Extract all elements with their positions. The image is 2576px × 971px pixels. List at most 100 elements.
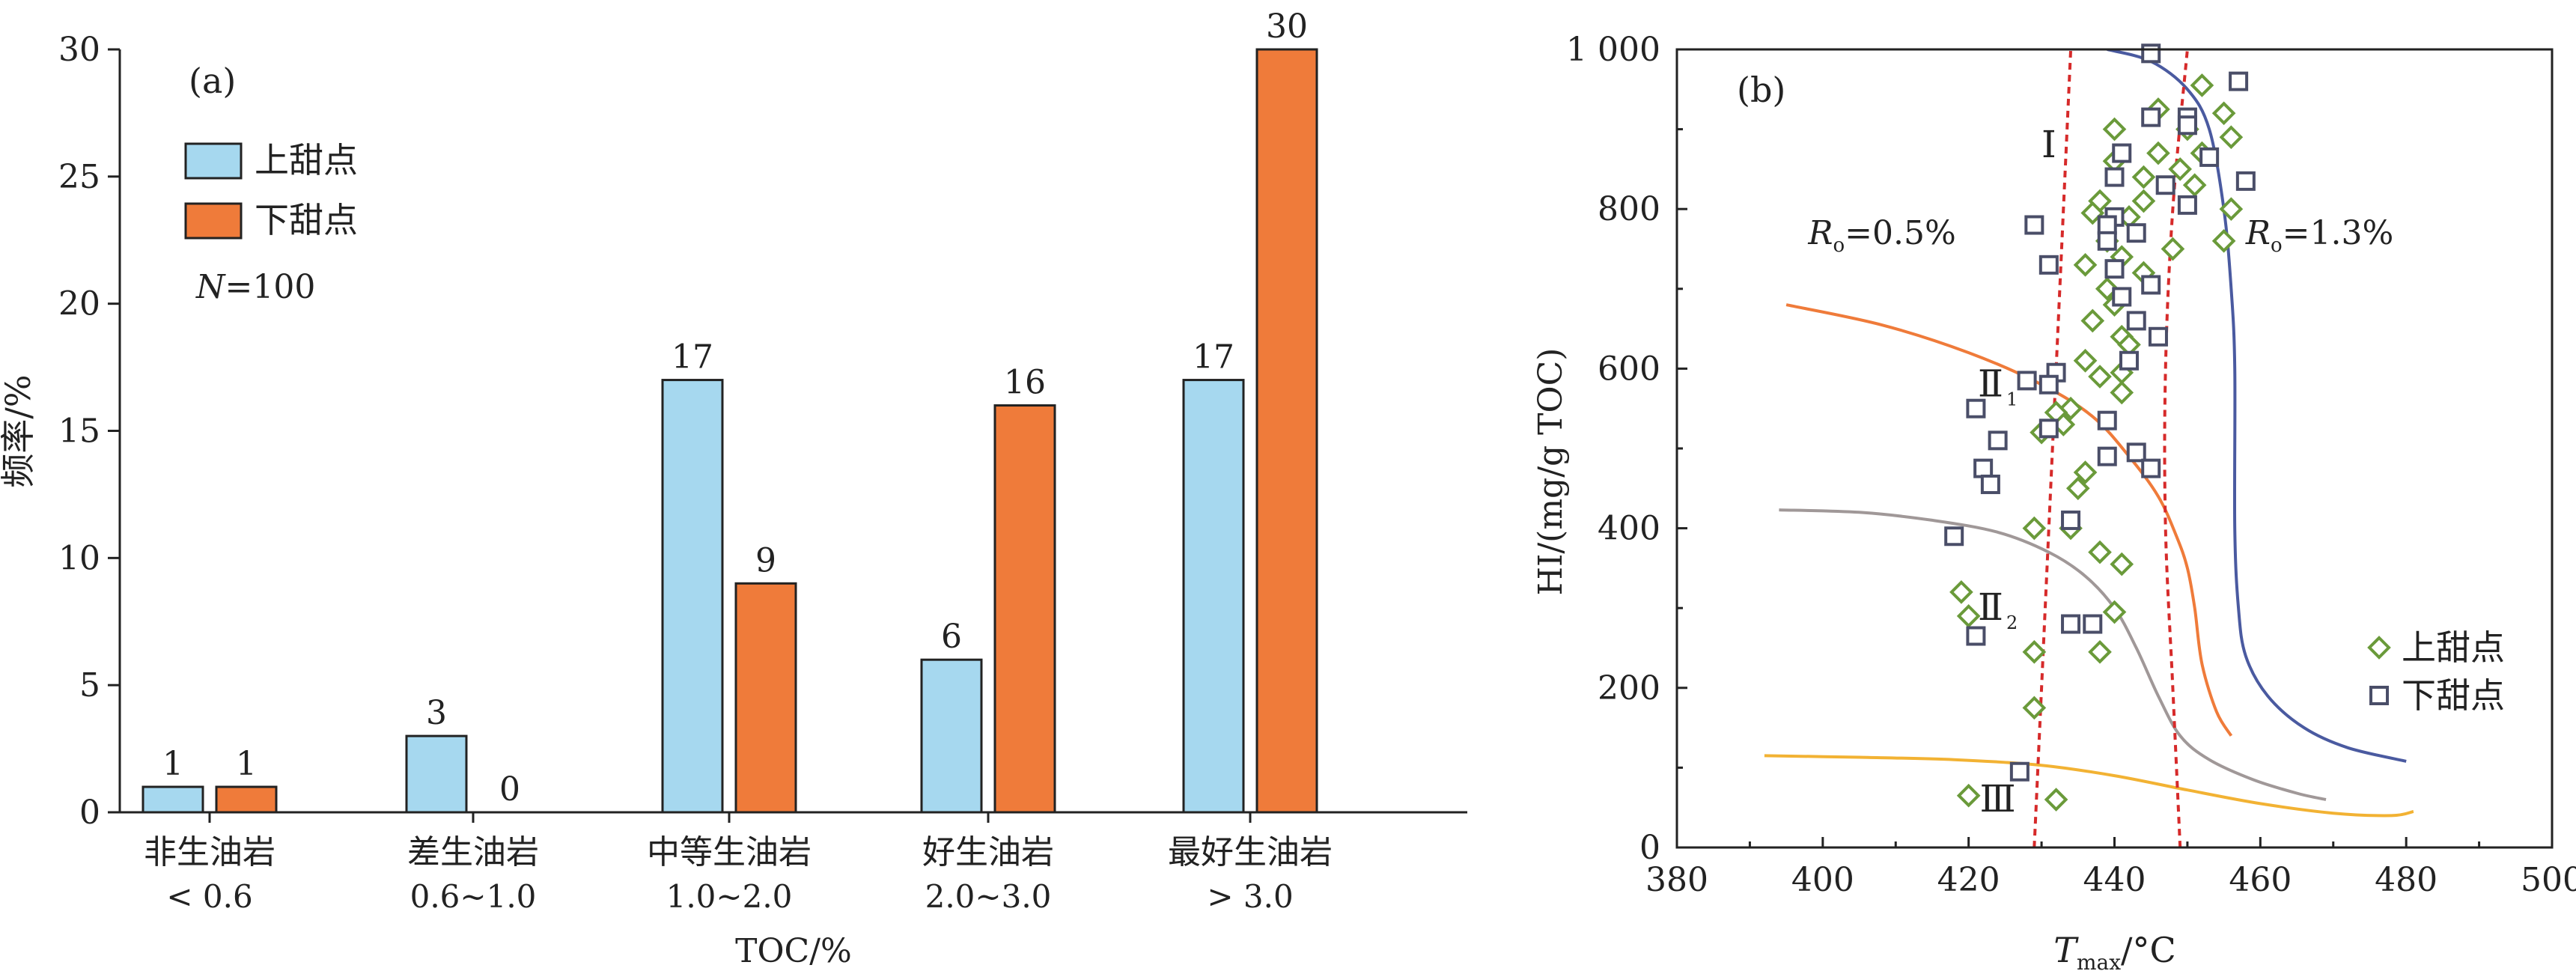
- legend-label-upper: 上甜点: [2402, 627, 2505, 668]
- bar-value-label: 0: [499, 770, 520, 809]
- bar-value-label: 9: [755, 541, 776, 579]
- lower-sweetspot-point: [2126, 223, 2146, 243]
- upper-sweetspot-point: [2073, 252, 2098, 277]
- y-tick-label: 600: [1598, 350, 1660, 388]
- y-tick-label: 0: [1639, 829, 1660, 867]
- x-tick-label: 400: [1791, 861, 1854, 899]
- category-range: 1.0~2.0: [666, 878, 793, 915]
- upper-sweetspot-point: [2073, 348, 2098, 373]
- lower-sweetspot-point: [2126, 442, 2146, 463]
- bar-value-label: 16: [1004, 364, 1046, 402]
- y-tick-label: 10: [58, 539, 100, 577]
- lower-sweetspot-point: [2061, 614, 2081, 634]
- bar-lower-3: [734, 582, 797, 814]
- panel-b-type-curves: [1764, 49, 2414, 818]
- legend-label-lower: 下甜点: [255, 200, 358, 240]
- x-tick-label: 380: [1645, 861, 1708, 899]
- x-tick-label: 500: [2521, 861, 2576, 899]
- lower-sweetspot-point: [2104, 167, 2125, 187]
- type-boundary-curve-1: [2107, 49, 2407, 763]
- ro-label-1: Ro=0.5%: [1807, 214, 1955, 257]
- lower-sweetspot-point: [2177, 115, 2197, 136]
- y-tick-label: 25: [58, 158, 100, 196]
- y-tick-label: 5: [79, 666, 100, 704]
- kerogen-type-label: Ⅲ: [1980, 777, 2016, 821]
- ro-line-1: [2033, 49, 2073, 847]
- upper-sweetspot-point: [1949, 580, 1973, 604]
- upper-sweetspot-point: [2190, 73, 2214, 97]
- y-tick-label: 15: [58, 413, 100, 451]
- y-tick-label: 400: [1598, 510, 1660, 548]
- y-tick-label: 800: [1598, 190, 1660, 228]
- upper-sweetspot-point: [2080, 308, 2105, 333]
- legend-marker-lower: [2369, 686, 2389, 705]
- ro-value: =0.5%: [1845, 214, 1956, 252]
- panel-a-sample-size: N=100: [195, 268, 315, 306]
- panel-b-label: (b): [1737, 70, 1785, 110]
- upper-sweetspot-point: [2146, 141, 2170, 165]
- lower-sweetspot-point: [2083, 614, 2103, 634]
- bar-upper-3: [661, 379, 724, 814]
- ro-value: =1.3%: [2283, 214, 2394, 252]
- lower-sweetspot-point: [2038, 255, 2059, 275]
- category-name: 好生油岩: [922, 833, 1054, 871]
- category-range: < 0.6: [166, 878, 252, 915]
- lower-sweetspot-point: [2141, 458, 2161, 478]
- bar-value-label: 17: [672, 338, 713, 377]
- lower-sweetspot-point: [2061, 510, 2081, 530]
- bar-lower-4: [993, 404, 1056, 814]
- upper-sweetspot-point: [2219, 197, 2244, 222]
- upper-sweetspot-point: [2022, 516, 2047, 541]
- lower-sweetspot-point: [2199, 147, 2220, 167]
- bar-value-label: 6: [941, 618, 962, 656]
- lower-sweetspot-point: [1973, 458, 1994, 478]
- sample-size-value: =100: [225, 268, 316, 306]
- upper-sweetspot-point: [2088, 640, 2112, 664]
- upper-sweetspot-point: [2022, 695, 2047, 720]
- y-tick-label: 30: [58, 31, 100, 69]
- lower-sweetspot-point: [2141, 107, 2161, 127]
- legend-label-upper: 上甜点: [255, 140, 358, 180]
- panel-a-x-axis-title: TOC/%: [735, 932, 852, 970]
- category-range: 2.0~3.0: [925, 878, 1052, 915]
- bar-value-label: 30: [1266, 7, 1308, 46]
- category-name: 差生油岩: [407, 833, 539, 871]
- lower-sweetspot-point: [2097, 446, 2117, 466]
- y-tick-label: 1 000: [1566, 31, 1660, 69]
- upper-sweetspot-point: [2168, 157, 2193, 181]
- bar-upper-4: [920, 658, 983, 814]
- upper-sweetspot-point: [2044, 788, 2068, 812]
- ro-label-2: Ro=1.3%: [2245, 214, 2393, 257]
- upper-sweetspot-point: [2088, 540, 2112, 564]
- category-range: > 3.0: [1207, 878, 1293, 915]
- lower-sweetspot-point: [2097, 215, 2117, 235]
- upper-sweetspot-point: [2161, 237, 2185, 261]
- category-name: 非生油岩: [144, 833, 275, 871]
- ro-subscript: o: [2271, 234, 2283, 257]
- tmax-symbol: T: [2053, 930, 2079, 970]
- legend-label-lower: 下甜点: [2402, 675, 2505, 716]
- bar-upper-1: [141, 785, 204, 814]
- lower-sweetspot-point: [2097, 410, 2117, 430]
- panel-a-y-axis-title: 频率/%: [0, 374, 38, 487]
- tmax-subscript: max: [2077, 950, 2121, 971]
- lower-sweetspot-point: [2097, 231, 2117, 251]
- lower-sweetspot-point: [1966, 626, 1986, 646]
- type-boundary-curve-4: [1764, 754, 2414, 818]
- x-tick-label: 420: [1937, 861, 2000, 899]
- upper-sweetspot-point: [2065, 476, 2090, 501]
- y-tick-label: 20: [58, 285, 100, 323]
- bar-value-label: 17: [1193, 338, 1234, 377]
- category-range: 0.6~1.0: [410, 878, 537, 915]
- panel-b-data-points: [1944, 43, 2256, 812]
- lower-sweetspot-point: [1988, 430, 2008, 451]
- kerogen-type-subscript: 1: [2006, 389, 2018, 410]
- lower-sweetspot-point: [2141, 275, 2161, 295]
- ro-symbol: R: [1807, 214, 1833, 252]
